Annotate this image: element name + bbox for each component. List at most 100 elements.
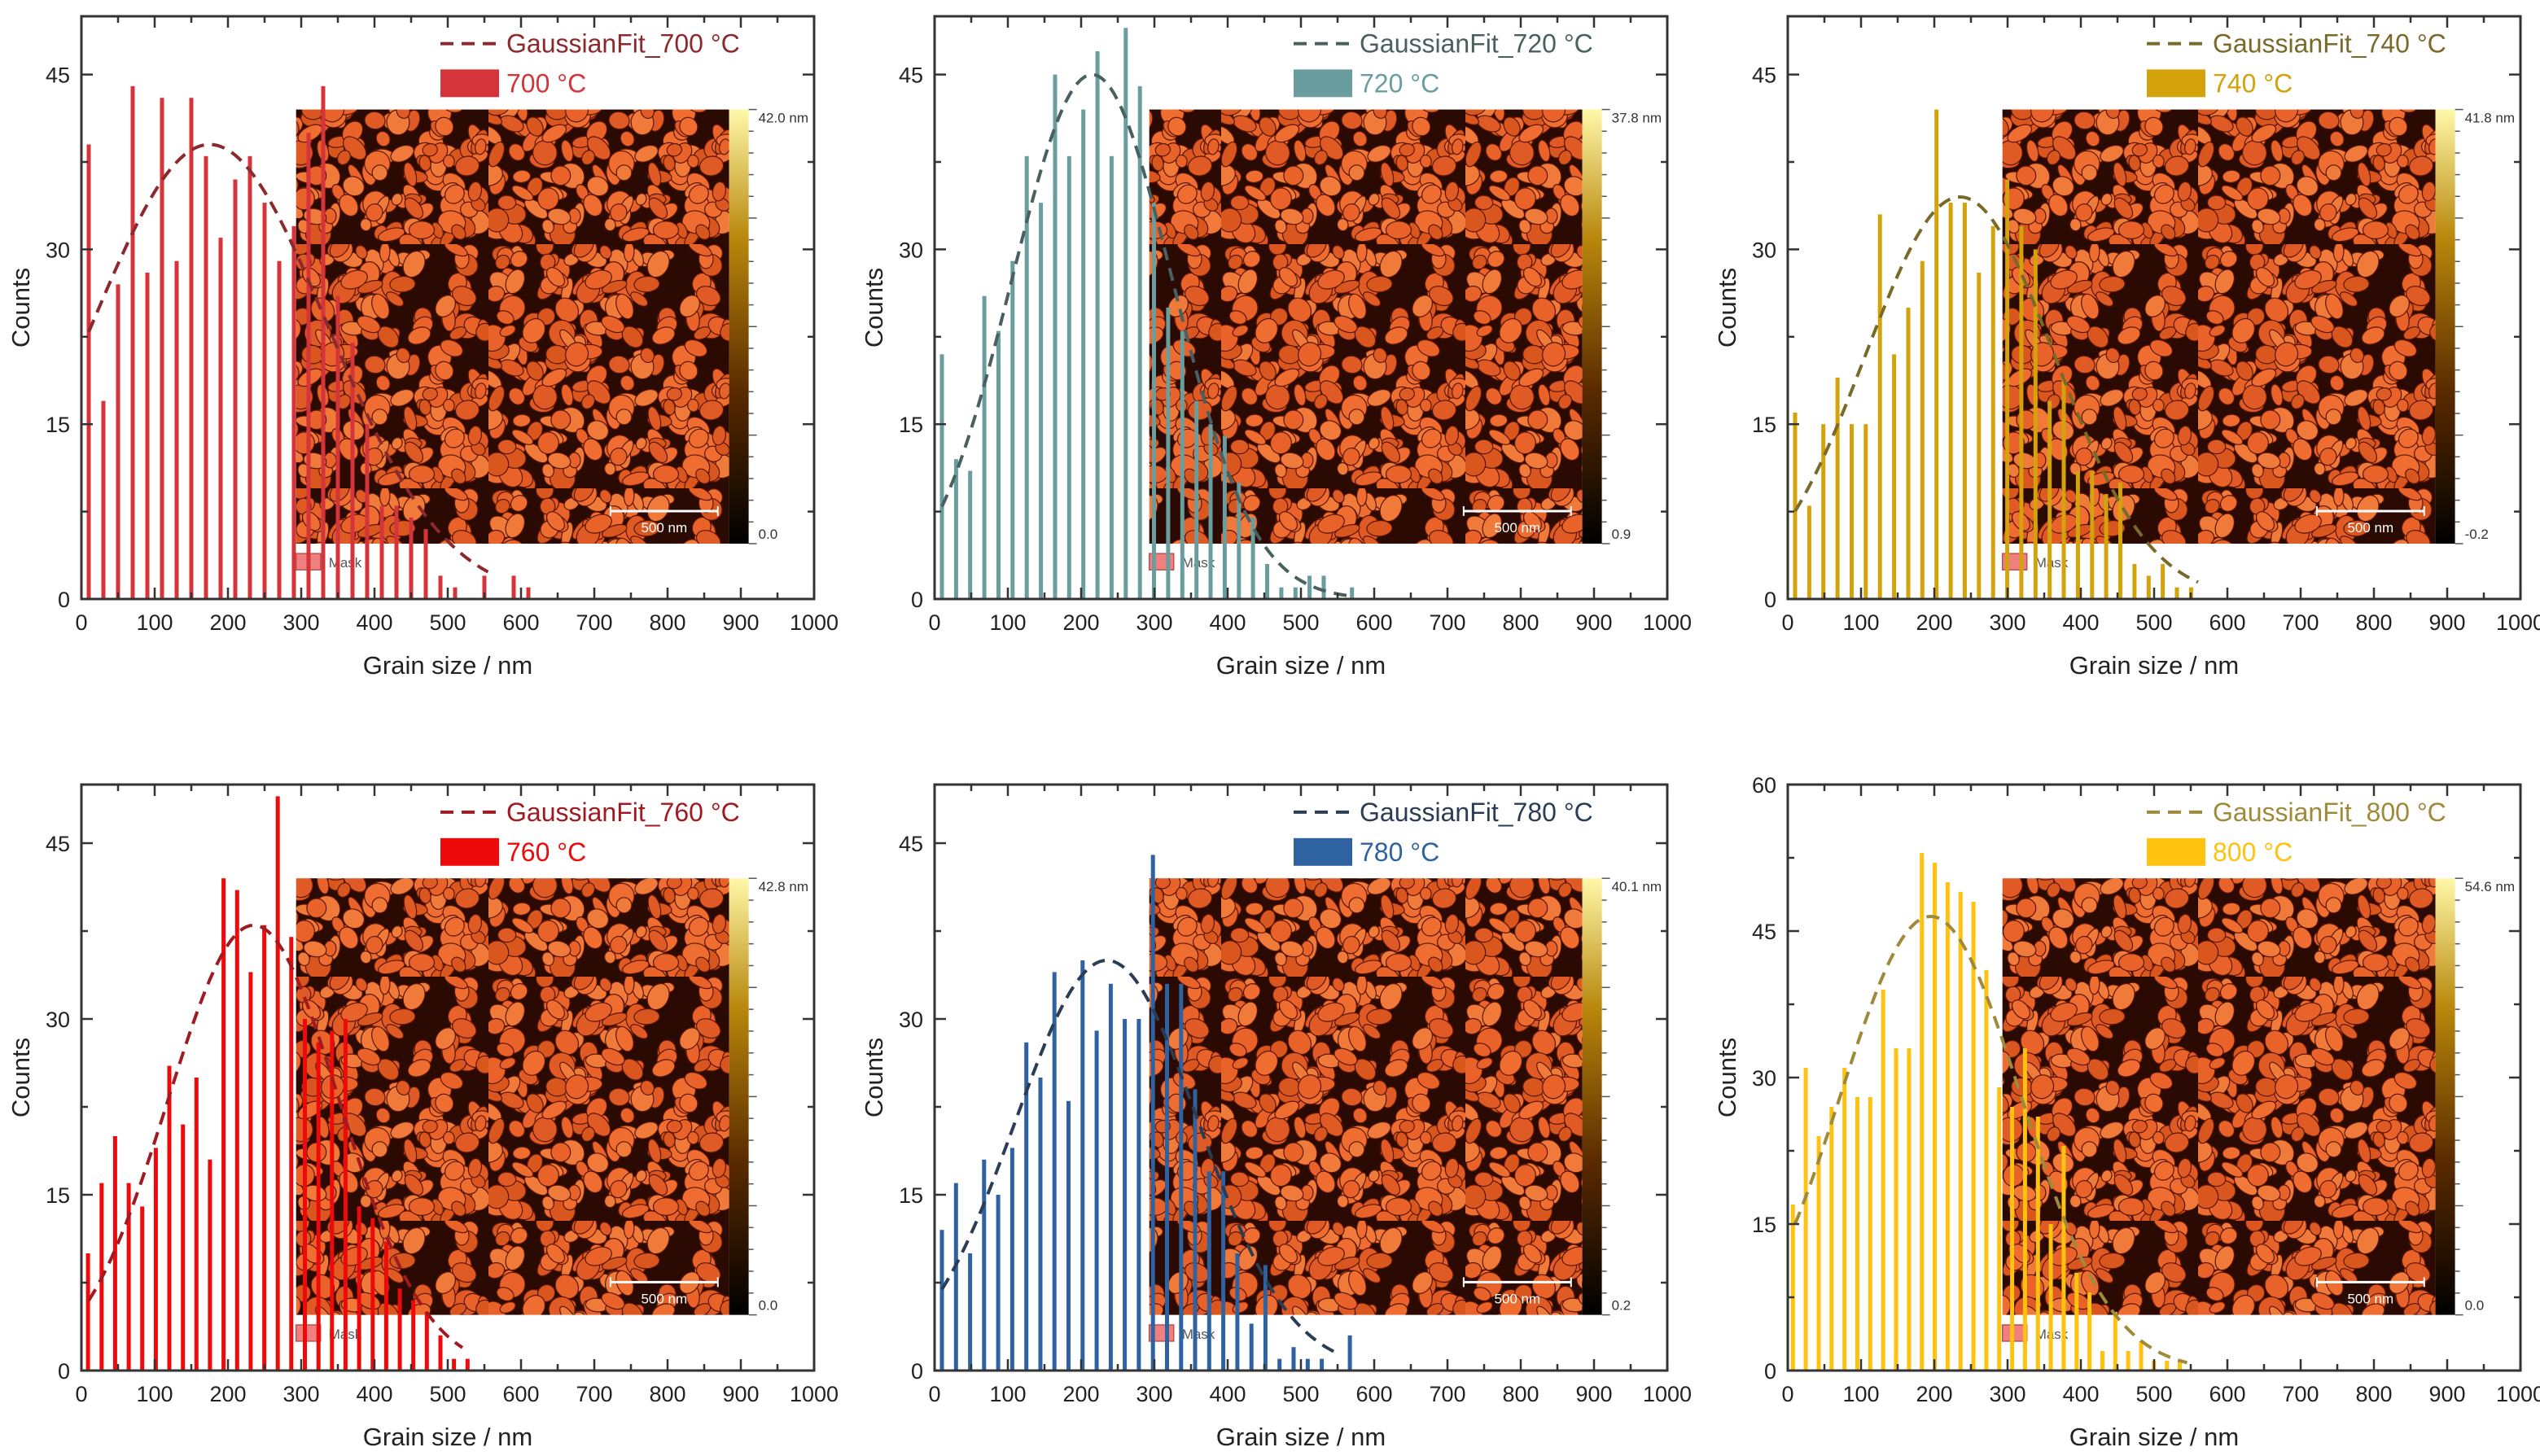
histogram-bar [1180, 330, 1185, 599]
histogram-bar [1094, 1030, 1099, 1371]
histogram-bar [453, 587, 458, 599]
histogram-bar [174, 260, 179, 599]
colorbar [2435, 878, 2455, 1315]
histogram-bar [181, 1124, 186, 1371]
colorbar [1582, 878, 1602, 1315]
histogram-bar [511, 575, 516, 599]
x-tick-label: 200 [209, 610, 246, 635]
colorbar-max-label: 41.8 nm [2465, 111, 2515, 126]
histogram-bar [1977, 273, 1982, 599]
histogram-bar [2035, 1117, 2040, 1371]
x-tick-label: 0 [1781, 1382, 1793, 1406]
histogram-bar [1137, 85, 1142, 599]
histogram-bar [1350, 587, 1355, 599]
histogram-bar [1347, 1335, 1352, 1371]
colorbar [729, 878, 749, 1315]
y-tick-label: 15 [899, 1183, 923, 1208]
legend-bar-label: 700 °C [506, 68, 586, 98]
x-tick-label: 500 [429, 1382, 466, 1406]
scale-bar-label: 500 nm [1494, 520, 1540, 536]
histogram-bar [1790, 1205, 1795, 1371]
histogram-bar [86, 144, 91, 599]
x-tick-label: 900 [722, 1382, 759, 1406]
histogram-bar [2104, 494, 2109, 599]
histogram-bar [953, 1183, 958, 1371]
histogram-bar [233, 179, 238, 599]
histogram-bar [1066, 1100, 1071, 1371]
x-tick-label: 300 [282, 1382, 319, 1406]
histogram-bar [370, 1218, 375, 1371]
x-tick-label: 800 [1502, 1382, 1539, 1406]
histogram-bar [1221, 1171, 1226, 1371]
histogram-bar [2126, 1351, 2131, 1371]
histogram-bar [1108, 983, 1113, 1371]
legend-bar-swatch [1294, 69, 1352, 98]
histogram-bar [2178, 1361, 2182, 1371]
histogram-bar [1024, 1042, 1029, 1371]
histogram-bar [1208, 424, 1213, 599]
histogram-bar [2061, 377, 2066, 599]
x-tick-label: 700 [2282, 610, 2319, 635]
legend-bar-label: 720 °C [1360, 68, 1439, 98]
histogram-bar [1249, 1323, 1254, 1371]
legend-fit-label: GaussianFit_760 °C [506, 798, 740, 827]
colorbar-min-label: 0.2 [1612, 1298, 1631, 1314]
y-axis-label: Counts [860, 268, 888, 348]
y-axis-label: Counts [7, 1038, 35, 1117]
histogram-bar [2019, 225, 2024, 599]
histogram-bar [126, 1183, 131, 1371]
y-tick-label: 0 [911, 588, 923, 612]
colorbar-min-label: 0.9 [1612, 527, 1631, 542]
x-tick-label: 400 [2062, 1382, 2099, 1406]
histogram-bar [153, 1148, 158, 1371]
x-tick-label: 1000 [790, 610, 839, 635]
histogram-bar [291, 225, 296, 599]
histogram-bar [1193, 1089, 1198, 1371]
histogram-bar [221, 878, 226, 1371]
histogram-bar [1052, 972, 1057, 1371]
x-tick-label: 900 [1575, 610, 1612, 635]
histogram-bar [1010, 260, 1015, 599]
histogram-bar [365, 424, 370, 599]
histogram-bar [2061, 1146, 2066, 1371]
histogram-bar [2165, 1361, 2170, 1371]
histogram-bar [2075, 470, 2080, 599]
histogram-bar [2174, 587, 2179, 599]
histogram-bar [953, 459, 958, 599]
histogram-bar [1123, 28, 1128, 600]
histogram-bar [1806, 505, 1811, 599]
histogram-bar [1881, 990, 1885, 1371]
x-tick-label: 0 [928, 1382, 940, 1406]
y-tick-label: 0 [1764, 1359, 1776, 1384]
histogram-bar [526, 587, 531, 599]
histogram-bar [1095, 51, 1100, 599]
histogram-bar [2146, 575, 2151, 599]
y-tick-label: 15 [1752, 1213, 1776, 1237]
histogram-bar [116, 284, 120, 599]
histogram-bar [424, 1312, 429, 1371]
histogram-bar [2132, 564, 2137, 599]
x-tick-label: 1000 [1643, 610, 1692, 635]
y-tick-label: 30 [46, 1008, 70, 1032]
x-tick-label: 0 [1781, 610, 1793, 635]
x-tick-label: 100 [989, 610, 1026, 635]
scale-bar-label: 500 nm [641, 1291, 687, 1306]
y-tick-label: 0 [58, 588, 70, 612]
legend-bar-swatch [440, 69, 499, 98]
histogram-bar [423, 529, 428, 599]
histogram-bar [2087, 1292, 2092, 1371]
legend-bar-swatch [1294, 837, 1352, 866]
legend-bar-label: 740 °C [2213, 68, 2293, 98]
legend-bar-swatch [2147, 837, 2205, 866]
histogram-bar [262, 925, 267, 1371]
histogram-bar [1038, 1078, 1043, 1371]
y-axis-label: Counts [7, 268, 35, 348]
histogram-bar [438, 1335, 443, 1371]
scale-bar-label: 500 nm [2347, 520, 2393, 536]
histogram-bar [411, 1300, 416, 1371]
histogram-bar [939, 354, 944, 599]
y-tick-label: 45 [46, 63, 70, 88]
histogram-bar [1835, 377, 1840, 599]
y-tick-label: 45 [46, 832, 70, 856]
